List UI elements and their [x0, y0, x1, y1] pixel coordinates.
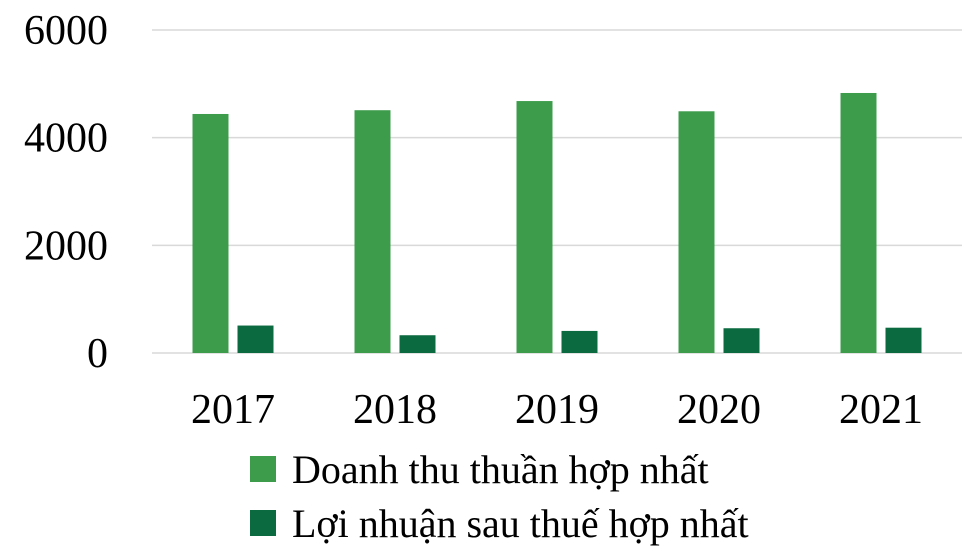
y-axis-ticks: 0 2000 4000 6000	[24, 8, 108, 377]
bar-revenue-2021	[840, 92, 877, 354]
bar-revenue-2020	[678, 111, 715, 353]
legend-label-profit: Lợi nhuận sau thuế hợp nhất	[292, 501, 749, 546]
x-tick-label: 2019	[515, 387, 599, 433]
legend-swatch-revenue	[250, 456, 276, 482]
y-tick-label: 0	[87, 331, 108, 377]
x-tick-label: 2017	[191, 387, 275, 433]
x-axis-ticks: 2017 2018 2019 2020 2021	[191, 387, 923, 433]
legend-swatch-profit	[250, 510, 276, 536]
bar-profit-2020	[723, 328, 760, 353]
legend: Doanh thu thuần hợp nhất Lợi nhuận sau t…	[250, 447, 749, 546]
gridlines	[152, 29, 962, 354]
bar-revenue-2018	[354, 110, 391, 353]
bar-profit-2018	[399, 335, 436, 353]
y-tick-label: 6000	[24, 8, 108, 54]
bar-profit-2021	[885, 327, 922, 353]
bars	[192, 92, 922, 354]
bar-profit-2017	[237, 325, 274, 353]
bar-profit-2019	[561, 330, 598, 353]
y-tick-label: 2000	[24, 223, 108, 269]
x-tick-label: 2020	[677, 387, 761, 433]
legend-label-revenue: Doanh thu thuần hợp nhất	[292, 447, 709, 492]
bar-revenue-2017	[192, 113, 229, 353]
y-tick-label: 4000	[24, 116, 108, 162]
x-tick-label: 2021	[839, 387, 923, 433]
x-tick-label: 2018	[353, 387, 437, 433]
bar-revenue-2019	[516, 101, 553, 353]
